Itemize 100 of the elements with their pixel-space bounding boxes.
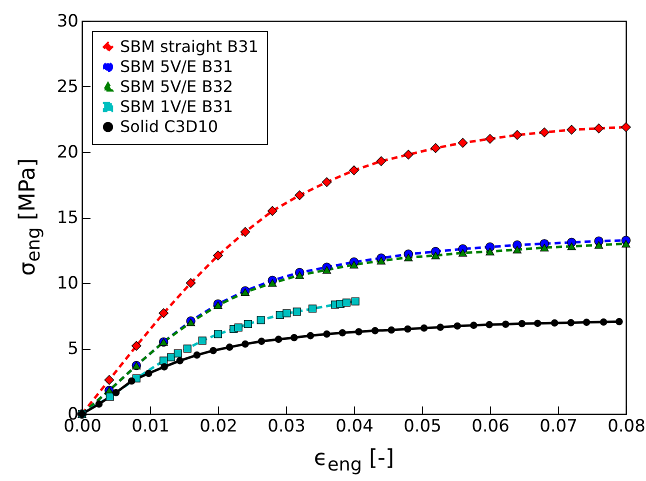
- point: [290, 334, 298, 342]
- point: [436, 324, 444, 331]
- point: [338, 329, 346, 336]
- y-tick-label: 10: [56, 274, 78, 294]
- legend-label: SBM straight B31: [120, 37, 258, 56]
- x-tick-label: 0.06: [472, 416, 510, 436]
- point: [371, 327, 379, 334]
- point: [430, 143, 441, 153]
- x-tick-label: 0.02: [200, 416, 238, 436]
- y-tick-label: 15: [56, 208, 78, 228]
- point: [183, 344, 192, 353]
- point: [567, 319, 575, 326]
- point: [594, 241, 604, 249]
- point: [540, 244, 549, 252]
- point: [322, 177, 332, 188]
- point: [600, 318, 608, 326]
- legend-label: SBM 5V/E B32: [120, 77, 234, 96]
- point: [193, 351, 201, 359]
- point: [376, 256, 386, 265]
- x-tick-label: 0.07: [540, 416, 578, 436]
- point: [294, 190, 305, 200]
- point: [594, 124, 604, 134]
- point: [274, 336, 282, 343]
- point: [174, 349, 182, 358]
- point: [244, 320, 252, 328]
- point: [582, 318, 590, 326]
- point: [622, 240, 630, 248]
- point: [213, 250, 223, 260]
- point: [226, 344, 234, 351]
- point: [539, 127, 550, 138]
- point: [167, 353, 176, 362]
- point: [512, 246, 522, 254]
- point: [210, 346, 217, 354]
- point: [458, 138, 468, 148]
- point: [322, 266, 332, 274]
- point: [502, 320, 510, 328]
- x-tick-label: 0.08: [608, 416, 646, 436]
- point: [268, 279, 277, 287]
- point: [308, 304, 317, 313]
- point: [376, 156, 386, 166]
- point: [404, 254, 413, 262]
- point: [295, 271, 304, 279]
- point: [176, 357, 184, 364]
- point: [186, 318, 196, 326]
- point: [292, 308, 301, 316]
- point: [621, 122, 631, 132]
- point: [616, 318, 623, 326]
- point: [485, 134, 495, 144]
- point: [267, 206, 278, 216]
- x-tick-label: 0.04: [336, 416, 374, 436]
- point: [458, 249, 468, 257]
- point: [258, 338, 266, 345]
- point: [112, 389, 120, 396]
- point: [486, 248, 494, 256]
- point: [306, 332, 314, 340]
- y-tick-label: 25: [56, 77, 78, 97]
- point: [404, 325, 412, 333]
- point: [518, 320, 526, 328]
- point: [104, 375, 114, 385]
- y-tick-label: 30: [56, 12, 78, 32]
- point: [158, 308, 169, 318]
- point: [351, 297, 360, 306]
- point: [550, 319, 558, 327]
- point: [198, 336, 206, 345]
- point: [420, 324, 428, 332]
- x-tick-label: 0.03: [268, 416, 306, 436]
- point: [214, 330, 222, 338]
- point: [240, 227, 250, 237]
- point: [106, 392, 114, 401]
- point: [431, 252, 440, 260]
- y-tick-label: 5: [68, 339, 78, 359]
- point: [131, 340, 142, 351]
- legend-label: SBM 1V/E B31: [120, 97, 234, 116]
- point: [342, 298, 351, 307]
- point: [349, 165, 359, 176]
- point: [350, 260, 358, 268]
- point: [567, 242, 576, 250]
- point: [486, 321, 493, 328]
- point: [160, 363, 168, 370]
- point: [282, 309, 291, 318]
- point: [256, 316, 265, 324]
- point: [323, 330, 330, 338]
- point: [234, 324, 242, 332]
- x-axis-title: ϵ$_{eng}$ [-]: [314, 446, 394, 476]
- point: [470, 322, 478, 329]
- point: [128, 377, 136, 385]
- point: [388, 326, 396, 334]
- point: [355, 328, 362, 336]
- legend-label: SBM 5V/E B31: [120, 57, 234, 76]
- point: [95, 400, 103, 408]
- point: [566, 124, 577, 135]
- x-tick-label: 0.05: [404, 416, 442, 436]
- point: [186, 278, 196, 288]
- legend-label: Solid C3D10: [120, 117, 218, 136]
- point: [403, 150, 414, 160]
- x-tick-label: 0.01: [132, 416, 170, 436]
- point: [144, 370, 152, 378]
- point: [512, 130, 522, 140]
- point: [534, 320, 542, 327]
- point: [242, 340, 249, 348]
